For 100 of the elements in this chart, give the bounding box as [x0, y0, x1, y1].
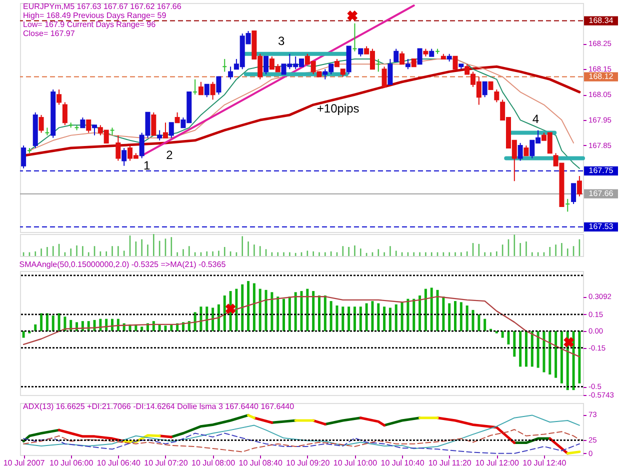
- bar: [288, 296, 291, 332]
- bar: [164, 326, 167, 332]
- bar: [235, 288, 238, 332]
- annotation: 4: [532, 112, 540, 126]
- candlestick: [56, 89, 62, 106]
- bar: [507, 331, 510, 344]
- bar: [312, 291, 315, 332]
- bar: [513, 331, 516, 357]
- x-tick-label: 10 Jul 07:20: [144, 458, 188, 468]
- annotation: +10pips: [316, 101, 360, 116]
- ref-line-label: 167.75: [588, 166, 614, 175]
- bar: [572, 331, 575, 390]
- bar: [365, 303, 368, 332]
- candlestick: [21, 144, 26, 169]
- candlestick: [264, 56, 269, 75]
- annotation: Close= 167.97: [23, 29, 76, 38]
- bar: [258, 288, 262, 332]
- candlestick: [116, 134, 121, 162]
- bar: [330, 301, 332, 332]
- bar: [371, 301, 374, 332]
- ref-line-label: 167.66: [588, 188, 614, 198]
- line-series: [23, 429, 580, 452]
- line-series: [23, 432, 580, 454]
- annotation: Low= 167.9 Current Days Range= 96: [23, 20, 156, 29]
- annotation: 1: [143, 158, 150, 173]
- bar: [247, 281, 250, 332]
- x-tick-label: 10 Jul 10:00: [333, 458, 378, 468]
- candlestick: [122, 148, 127, 166]
- candlestick: [157, 130, 162, 141]
- bar: [40, 313, 43, 332]
- ref-line-label: 168.12: [588, 72, 614, 81]
- candlestick: [62, 102, 68, 126]
- bar: [466, 305, 468, 332]
- bar: [454, 301, 457, 332]
- bar: [536, 331, 540, 368]
- bar: [448, 303, 451, 332]
- candlestick: [86, 120, 92, 134]
- bar: [442, 296, 445, 332]
- candlestick: [405, 58, 410, 70]
- bar: [430, 288, 433, 332]
- bar: [388, 308, 392, 332]
- bar: [58, 313, 60, 332]
- bar: [578, 331, 581, 384]
- bar: [140, 326, 144, 332]
- bar: [22, 331, 25, 338]
- bar: [478, 314, 480, 332]
- bar: [276, 296, 280, 332]
- candlestick: [400, 50, 405, 65]
- bar: [519, 331, 522, 367]
- bar: [542, 331, 546, 372]
- bar: [252, 283, 256, 332]
- bar: [406, 298, 410, 332]
- bar: [294, 292, 297, 332]
- bar: [348, 306, 350, 332]
- annotation: 3: [278, 34, 286, 48]
- bar: [524, 331, 528, 367]
- bar: [217, 304, 220, 332]
- bar: [418, 295, 422, 332]
- bar: [212, 308, 214, 332]
- bar: [324, 295, 326, 332]
- annotation: 2: [166, 148, 174, 162]
- bar: [306, 288, 309, 332]
- bar: [270, 292, 274, 332]
- bar: [353, 306, 356, 332]
- bar: [282, 298, 286, 332]
- ref-line-label: 168.34: [588, 16, 614, 25]
- chart-title: SMAAngle(50,0.15000000,2.0) -0.5325 =>MA(21) -0.5365: [19, 260, 226, 269]
- bar: [34, 324, 37, 332]
- bar: [560, 331, 563, 384]
- bar: [424, 288, 427, 332]
- x-tick-label: 10 Jul 12:40: [522, 458, 567, 468]
- bar: [383, 306, 386, 332]
- bar: [394, 304, 398, 332]
- candlestick: [452, 56, 458, 70]
- candlestick: [571, 183, 576, 205]
- candlestick: [38, 114, 44, 134]
- bar: [359, 306, 362, 332]
- bar: [52, 316, 54, 332]
- bar: [548, 331, 552, 374]
- x-tick-label: 10 Jul 08:40: [238, 458, 283, 468]
- ref-line-label: 167.53: [588, 222, 614, 231]
- chart-title: ADX(13) 16.6625 +DI:21.7066 -DI:14.6264 Dollie lsma 3 167.6440 167.6440: [23, 402, 295, 411]
- bar: [46, 313, 48, 332]
- bar: [400, 302, 404, 332]
- candlestick: [482, 81, 488, 98]
- bar: [342, 306, 344, 332]
- candlestick: [228, 66, 234, 80]
- line-series: [23, 414, 580, 450]
- bar: [554, 331, 558, 378]
- bar: [484, 318, 486, 332]
- candlestick: [417, 48, 422, 65]
- x-tick-label: 10 Jul 09:20: [286, 458, 330, 468]
- x-tick-label: 10 Jul 12:00: [475, 458, 520, 468]
- candlestick: [388, 58, 393, 85]
- candlestick: [518, 142, 523, 162]
- line-series: [22, 296, 580, 358]
- candlestick: [162, 122, 168, 138]
- candlestick: [151, 112, 156, 136]
- candlestick: [210, 81, 216, 100]
- bar: [300, 291, 303, 332]
